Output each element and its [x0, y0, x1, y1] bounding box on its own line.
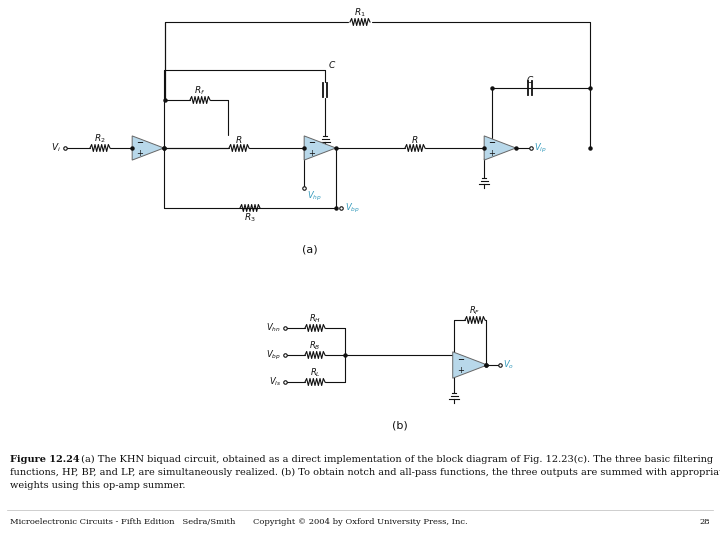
Text: weights using this op-amp summer.: weights using this op-amp summer.	[10, 481, 186, 490]
Text: Copyright © 2004 by Oxford University Press, Inc.: Copyright © 2004 by Oxford University Pr…	[253, 518, 467, 526]
Text: $C$: $C$	[328, 59, 336, 70]
Text: $V_o$: $V_o$	[503, 359, 514, 372]
Polygon shape	[132, 136, 164, 160]
Polygon shape	[453, 352, 487, 378]
Text: $V_i$: $V_i$	[51, 141, 61, 154]
Text: $V_{ls}$: $V_{ls}$	[269, 376, 281, 388]
Text: $R_L$: $R_L$	[310, 367, 320, 379]
Text: 28: 28	[699, 518, 710, 526]
Text: +: +	[136, 149, 143, 158]
Text: $R_1$: $R_1$	[354, 6, 366, 19]
Text: (b): (b)	[392, 420, 408, 430]
Text: (a) The KHN biquad circuit, obtained as a direct implementation of the block dia: (a) The KHN biquad circuit, obtained as …	[78, 455, 713, 464]
Text: Microelectronic Circuits - Fifth Edition   Sedra/Smith: Microelectronic Circuits - Fifth Edition…	[10, 518, 235, 526]
Text: $R_2$: $R_2$	[94, 132, 106, 145]
Text: $R_3$: $R_3$	[244, 212, 256, 225]
Text: $R_F$: $R_F$	[469, 305, 481, 317]
Polygon shape	[484, 136, 516, 160]
Text: $R$: $R$	[235, 134, 243, 145]
Text: $R$: $R$	[411, 134, 419, 145]
Text: $R_f$: $R_f$	[194, 84, 206, 97]
Text: −: −	[487, 138, 495, 147]
Text: functions, HP, BP, and LP, are simultaneously realized. (b) To obtain notch and : functions, HP, BP, and LP, are simultane…	[10, 468, 720, 477]
Text: $R_H$: $R_H$	[309, 313, 321, 325]
Text: +: +	[308, 149, 315, 158]
Text: $V_{bp}$: $V_{bp}$	[266, 348, 281, 362]
Text: $V_{lp}$: $V_{lp}$	[534, 141, 546, 154]
Text: −: −	[457, 355, 464, 363]
Text: −: −	[307, 138, 315, 147]
Text: Figure 12.24: Figure 12.24	[10, 455, 80, 464]
Text: +: +	[488, 149, 495, 158]
Text: +: +	[457, 367, 464, 375]
Text: −: −	[136, 138, 143, 147]
Text: $V_{hn}$: $V_{hn}$	[266, 322, 281, 334]
Text: $R_B$: $R_B$	[310, 340, 320, 352]
Text: $C$: $C$	[526, 74, 534, 85]
Text: $V_{hp}$: $V_{hp}$	[307, 190, 322, 203]
Text: $V_{bp}$: $V_{bp}$	[345, 201, 360, 214]
Polygon shape	[304, 136, 336, 160]
Text: (a): (a)	[302, 245, 318, 255]
